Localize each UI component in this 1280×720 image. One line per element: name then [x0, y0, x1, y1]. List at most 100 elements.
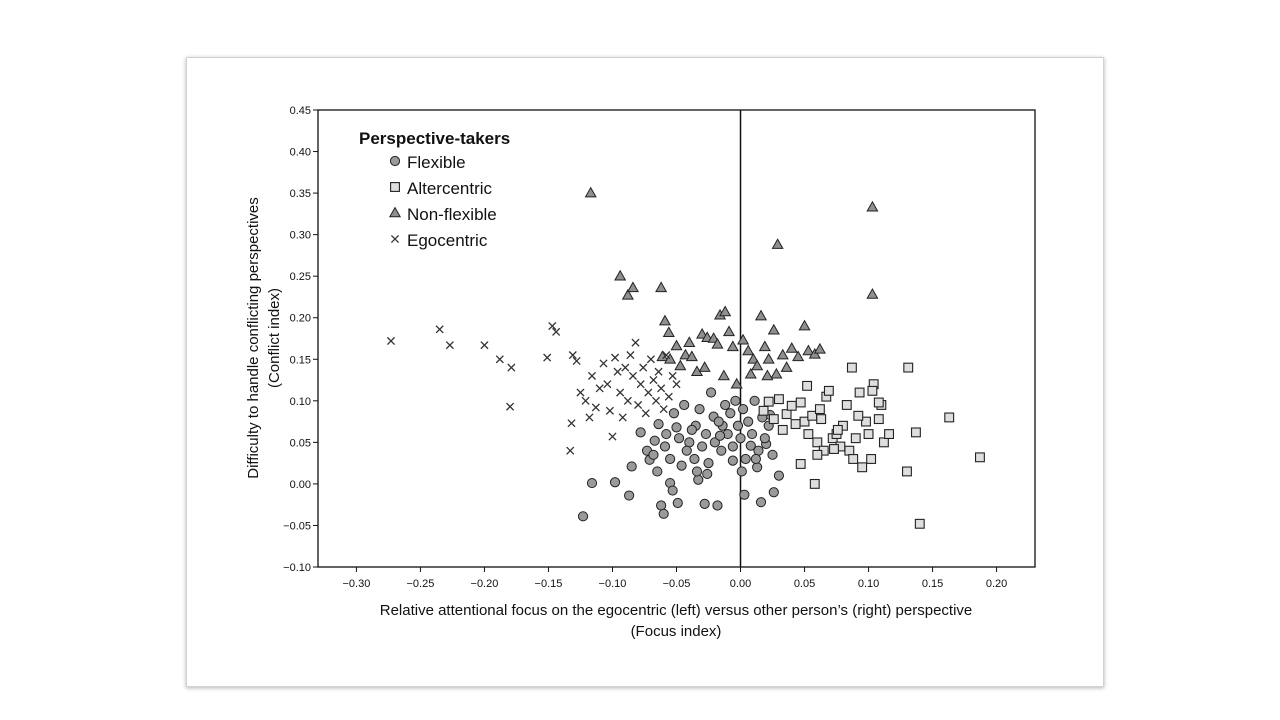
y-tick-label: 0.20: [290, 313, 311, 325]
altercentric-point: [823, 385, 834, 396]
y-tick-label: 0.10: [290, 396, 311, 408]
flexible-point: [700, 428, 712, 440]
flexible-legend-marker: [389, 155, 401, 167]
non-flexible-legend-marker: [388, 206, 402, 218]
egocentric-point: [599, 359, 608, 368]
egocentric-point: [543, 353, 552, 362]
egocentric-point: [386, 336, 396, 346]
altercentric-point: [944, 412, 955, 423]
altercentric-point: [848, 454, 859, 464]
egocentric-point: [581, 396, 590, 405]
flexible-point: [703, 458, 714, 469]
flexible-point: [667, 485, 678, 496]
flexible-point: [750, 453, 761, 465]
non-flexible-point: [776, 348, 789, 360]
altercentric-point: [812, 437, 823, 448]
altercentric-point: [902, 466, 912, 477]
altercentric-point: [850, 433, 861, 444]
flexible-point: [609, 477, 621, 488]
legend-title: Perspective-takers: [359, 129, 510, 148]
non-flexible-point: [866, 200, 879, 212]
non-flexible-point: [717, 369, 730, 381]
non-flexible-point: [802, 344, 815, 356]
x-tick-label: −0.10: [599, 578, 627, 590]
flexible-point: [624, 490, 635, 501]
flexible-point: [727, 441, 738, 452]
non-flexible-point: [730, 377, 743, 389]
non-flexible-point: [679, 348, 692, 360]
flexible-point: [681, 445, 692, 456]
y-axis-subtitle: (Conflict index): [266, 288, 283, 388]
flexible-point: [725, 408, 736, 419]
non-flexible-point: [658, 314, 672, 326]
altercentric-point: [878, 437, 889, 448]
x-axis-subtitle: (Focus index): [631, 623, 722, 640]
legend: Perspective-takers Flexible Altercentric N…: [359, 129, 510, 250]
altercentric-point: [857, 462, 868, 473]
legend-item-egocentric: Egocentric: [390, 231, 488, 250]
flexible-point: [656, 500, 667, 511]
y-tick-label: 0.15: [290, 354, 311, 366]
flexible-point: [648, 449, 659, 460]
non-flexible-point: [707, 332, 720, 343]
y-tick-label: 0.45: [290, 105, 311, 117]
altercentric-legend-marker: [390, 182, 400, 192]
flexible-point: [740, 453, 751, 465]
altercentric-point: [903, 362, 914, 373]
altercentric-point: [773, 394, 784, 405]
x-axis-title: Relative attentional focus on the egocen…: [380, 602, 973, 619]
altercentric-point: [758, 405, 769, 416]
egocentric-point: [591, 403, 600, 412]
egocentric-legend-marker: [390, 234, 400, 244]
flexible-point: [755, 497, 767, 508]
egocentric-point: [618, 413, 627, 422]
altercentric-point: [809, 478, 820, 489]
altercentric-point: [910, 427, 921, 438]
flexible-point: [679, 399, 690, 411]
egocentric-point: [610, 353, 620, 362]
non-flexible-point: [698, 361, 711, 372]
legend-label: Flexible: [407, 153, 466, 172]
flexible-point: [684, 437, 695, 448]
flexible-point: [712, 500, 723, 511]
egocentric-point: [628, 371, 638, 380]
flexible-point: [714, 430, 726, 441]
non-flexible-point: [662, 326, 675, 337]
x-tick-label: 0.20: [986, 578, 1007, 590]
flexible-point: [661, 428, 672, 440]
egocentric-point: [568, 351, 577, 360]
egocentric-point: [605, 406, 614, 415]
altercentric-point: [795, 397, 806, 408]
altercentric-point: [866, 454, 877, 464]
flexible-point: [727, 455, 738, 466]
scatter-chart: −0.30 −0.25 −0.20 −0.15 −0.10 −0.05 0.00 0.05 0.…: [245, 105, 1036, 640]
flexible-point: [720, 399, 731, 411]
non-flexible-point: [614, 269, 627, 281]
x-tick-label: −0.25: [407, 578, 435, 590]
flexible-point: [586, 477, 598, 489]
egocentric-point: [613, 367, 622, 376]
altercentric-point: [867, 385, 878, 396]
x-tick-label: 0.10: [858, 578, 879, 590]
non-flexible-point: [670, 339, 683, 351]
series-non-flexible: [584, 186, 879, 389]
flexible-point: [702, 468, 713, 480]
non-flexible-point: [792, 350, 805, 362]
flexible-point: [697, 441, 708, 452]
flexible-point: [691, 466, 703, 477]
egocentric-point: [566, 446, 575, 455]
non-flexible-point: [674, 359, 687, 371]
egocentric-point: [603, 380, 612, 389]
flexible-point: [699, 498, 710, 509]
x-tick-label: −0.30: [342, 578, 370, 590]
flexible-point: [709, 437, 721, 448]
flexible-point: [649, 435, 660, 446]
egocentric-point: [657, 384, 666, 393]
flexible-point: [759, 433, 770, 444]
egocentric-point: [616, 388, 625, 397]
egocentric-point: [552, 327, 561, 336]
egocentric-point: [644, 388, 653, 397]
altercentric-point: [781, 409, 792, 420]
non-flexible-point: [726, 340, 739, 352]
egocentric-point: [649, 375, 658, 385]
